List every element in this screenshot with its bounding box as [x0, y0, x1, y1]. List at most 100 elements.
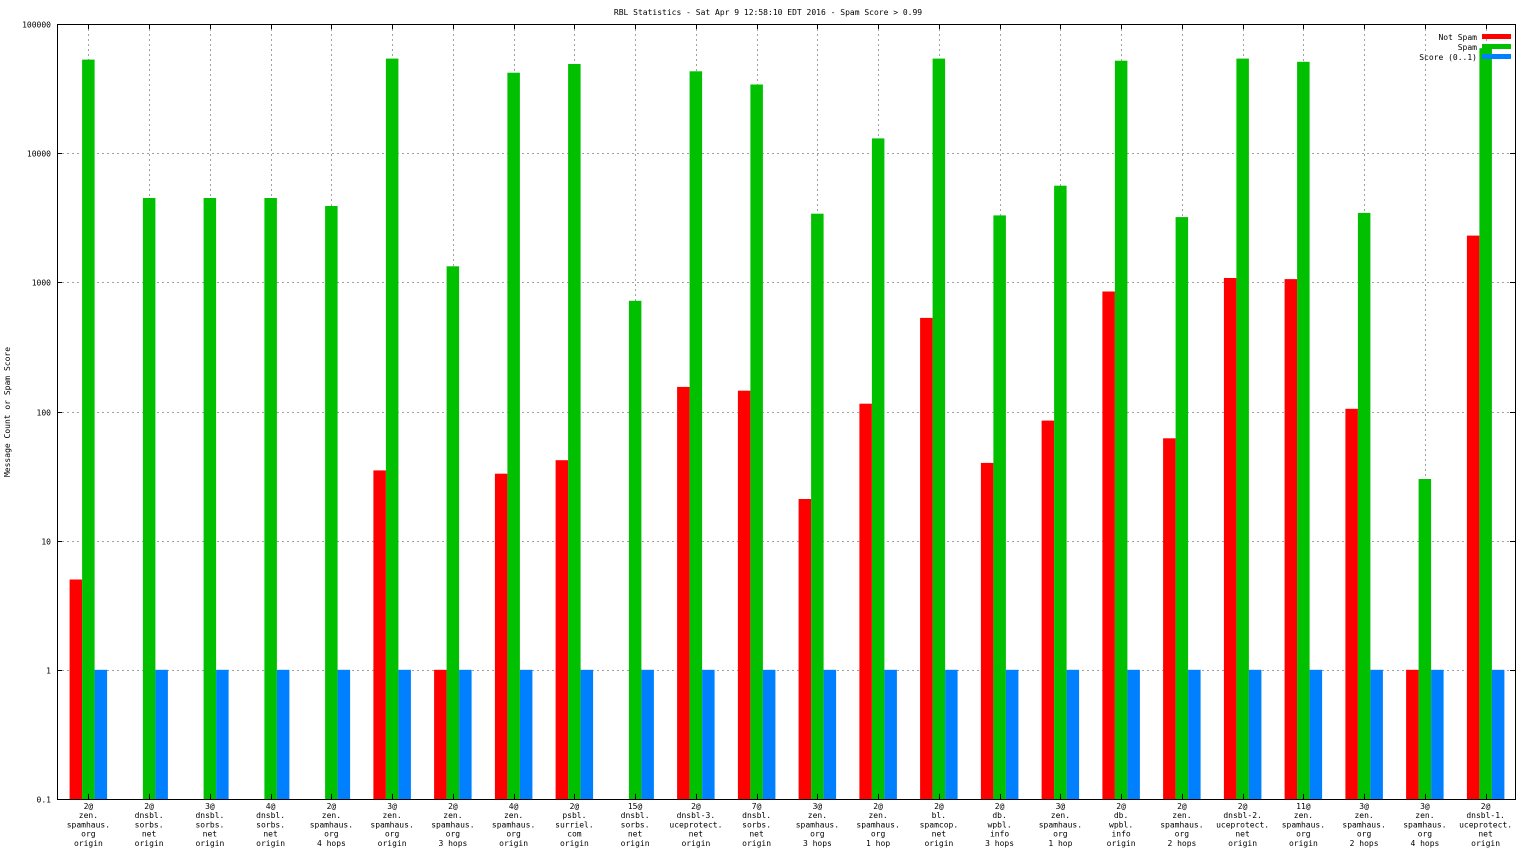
x-tick-label: 2@ dnsbl-3. uceprotect. net origin — [669, 802, 722, 848]
x-tick-label-line: zen. — [443, 811, 462, 820]
chart-title: RBL Statistics - Sat Apr 9 12:58:10 EDT … — [614, 8, 922, 17]
x-tick-label-line: zen. — [1051, 811, 1070, 820]
x-tick-label-line: db. — [1114, 811, 1128, 820]
bar-1-23 — [1479, 48, 1492, 799]
x-tick-label-line: origin — [1107, 839, 1136, 848]
legend-label: Score (0..1) — [1419, 53, 1477, 62]
x-tick-label-line: 3@ — [205, 802, 215, 811]
x-tick-label-line: dnsbl. — [135, 811, 164, 820]
legend-swatch — [1482, 44, 1511, 49]
bar-0-5 — [373, 470, 386, 799]
x-tick-label-line: net — [142, 830, 157, 839]
x-tick-label-line: net — [1235, 830, 1250, 839]
x-tick-label-line: 2@ — [1177, 802, 1187, 811]
x-tick-label-line: bl. — [932, 811, 946, 820]
bar-0-13 — [859, 403, 872, 799]
bar-1-21 — [1357, 212, 1371, 799]
bar-0-7 — [494, 473, 508, 799]
bar-2-4 — [337, 669, 351, 799]
bar-1-20 — [1297, 61, 1310, 800]
bar-1-15 — [993, 215, 1006, 799]
y-tick-label: 100 — [37, 409, 52, 418]
x-tick-label-line: 2@ — [84, 802, 94, 811]
bar-1-2 — [203, 198, 217, 799]
bar-1-13 — [871, 138, 885, 799]
bar-1-7 — [507, 72, 520, 799]
x-tick-label-line: 3@ — [1359, 802, 1369, 811]
x-tick-label-line: 2@ — [144, 802, 154, 811]
y-tick-label: 10 — [41, 538, 51, 547]
x-tick-label-line: 2@ — [327, 802, 337, 811]
bars-layer — [69, 48, 1505, 800]
bar-2-21 — [1370, 669, 1383, 799]
x-tick-label-line: dnsbl. — [742, 811, 771, 820]
x-tick-label-line: spamhaus. — [492, 820, 535, 829]
bar-1-4 — [325, 206, 338, 799]
x-tick-label: 2@ zen. spamhaus. org 4 hops — [310, 802, 353, 848]
bar-1-5 — [385, 58, 399, 800]
y-tick-label: 10000 — [27, 150, 51, 159]
x-tick-label-line: sorbs. — [742, 820, 771, 829]
x-tick-label-line: origin — [1289, 839, 1318, 848]
y-tick-label: 100000 — [22, 21, 51, 30]
x-tick-label-line: origin — [74, 839, 103, 848]
y-tick-labels: 0.1 1 10 100 1000 10000 100000 — [22, 21, 51, 805]
x-tick-label-line: sorbs. — [195, 820, 224, 829]
legend-label: Not Spam — [1438, 33, 1477, 42]
x-tick-label: 4@ zen. spamhaus. org origin — [492, 802, 535, 848]
x-tick-label-line: dnsbl-3. — [677, 811, 716, 820]
x-tick-label-line: origin — [1471, 839, 1500, 848]
x-tick-label-line: origin — [378, 839, 407, 848]
x-tick-label-line: origin — [742, 839, 771, 848]
x-tick-label-line: zen. — [322, 811, 341, 820]
x-tick-label-line: 2@ — [873, 802, 883, 811]
bar-2-0 — [94, 669, 108, 799]
x-tick-label-line: 2@ — [995, 802, 1005, 811]
bar-1-16 — [1054, 185, 1067, 799]
x-tick-label: 2@ dnsbl-2. uceprotect. net origin — [1216, 802, 1269, 848]
bar-2-3 — [276, 669, 290, 799]
x-tick-label-line: 4@ — [266, 802, 276, 811]
x-tick-label-line: dnsbl-2. — [1223, 811, 1262, 820]
bar-0-8 — [555, 460, 569, 799]
x-tick-label-line: 11@ — [1296, 802, 1311, 811]
x-tick-label-line: origin — [621, 839, 650, 848]
x-tick-label-line: dnsbl. — [621, 811, 650, 820]
x-tick-label: 4@ dnsbl. sorbs. net origin — [256, 802, 285, 848]
bar-2-1 — [155, 669, 168, 799]
x-tick-label-line: org — [1418, 830, 1433, 839]
y-tick-label: 0.1 — [37, 796, 52, 805]
x-tick-label-line: spamhaus. — [431, 820, 474, 829]
bar-2-2 — [216, 669, 229, 799]
bar-1-8 — [568, 64, 581, 799]
x-tick-label-line: 2@ — [1481, 802, 1491, 811]
bar-1-0 — [82, 59, 95, 800]
bar-2-20 — [1309, 669, 1323, 799]
x-tick-label-line: zen. — [868, 811, 887, 820]
x-tick-label-line: sorbs. — [621, 820, 650, 829]
bar-2-8 — [580, 669, 594, 799]
x-tick-label-line: wpbl. — [1109, 820, 1133, 829]
x-tick-label-line: dnsbl. — [256, 811, 285, 820]
x-tick-label-line: origin — [924, 839, 953, 848]
x-tick-label-line: spamhaus. — [67, 820, 110, 829]
x-tick-label: 2@ psbl. surriel. com origin — [555, 802, 594, 848]
x-tick-label-line: org — [506, 830, 521, 839]
x-tick-label-line: net — [932, 830, 947, 839]
x-tick-label-line: origin — [681, 839, 710, 848]
x-tick-label-line: origin — [560, 839, 589, 848]
x-tick-label: 2@ bl. spamcop. net origin — [920, 802, 959, 848]
x-tick-label-line: 15@ — [628, 802, 643, 811]
bar-0-12 — [798, 499, 812, 799]
x-tick-label-line: 3 hops — [985, 839, 1014, 848]
x-tick-label-line: sorbs. — [135, 820, 164, 829]
x-tick-label-line: spamhaus. — [796, 820, 839, 829]
x-tick-label-line: net — [749, 830, 764, 839]
bar-1-10 — [689, 71, 703, 800]
x-tick-label-line: 2@ — [1116, 802, 1126, 811]
x-tick-label-line: spamhaus. — [1039, 820, 1082, 829]
bar-1-6 — [446, 266, 460, 799]
bar-0-18 — [1163, 438, 1176, 799]
